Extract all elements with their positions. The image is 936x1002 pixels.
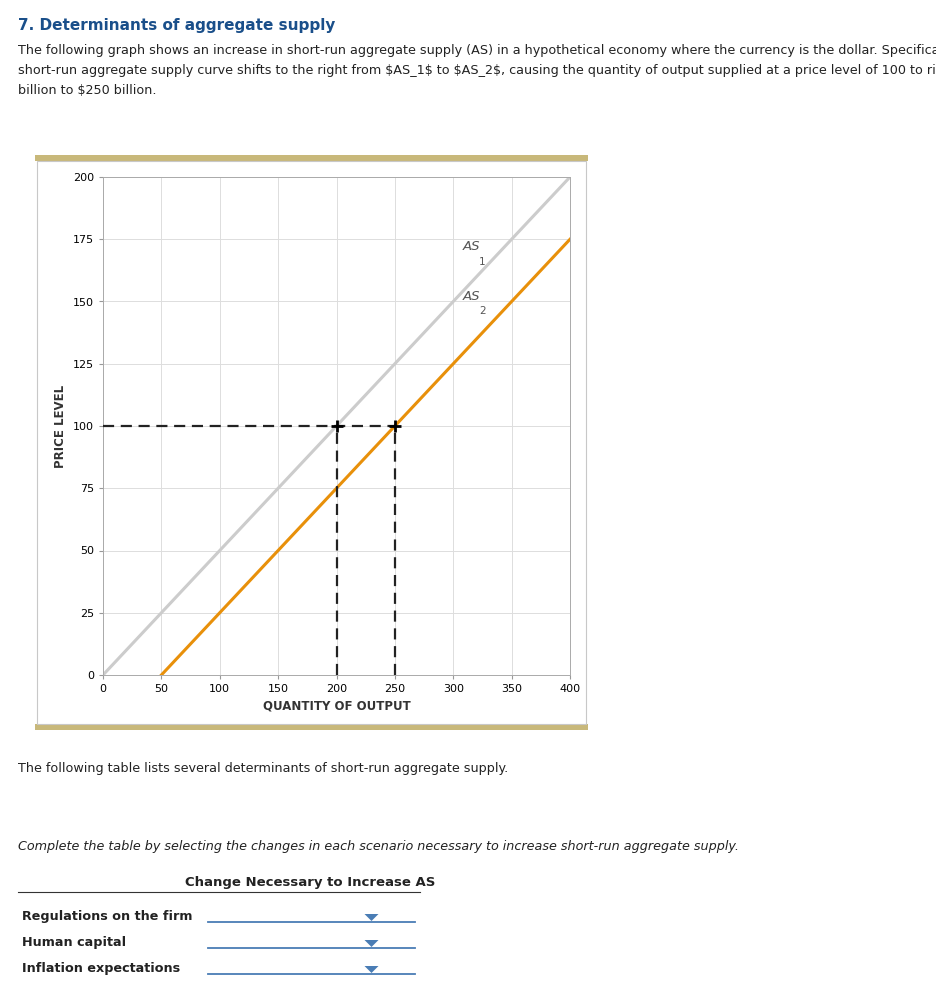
Polygon shape xyxy=(364,940,378,947)
Ellipse shape xyxy=(524,181,556,213)
Text: Inflation expectations: Inflation expectations xyxy=(22,962,180,975)
Polygon shape xyxy=(364,966,378,973)
Text: ?: ? xyxy=(535,189,545,204)
Text: Regulations on the firm: Regulations on the firm xyxy=(22,910,193,923)
X-axis label: QUANTITY OF OUTPUT: QUANTITY OF OUTPUT xyxy=(263,699,410,712)
Text: 2: 2 xyxy=(479,307,486,317)
Text: Change Necessary to Increase AS: Change Necessary to Increase AS xyxy=(184,876,435,889)
Text: The following graph shows an increase in short-run aggregate supply (AS) in a hy: The following graph shows an increase in… xyxy=(18,44,936,57)
Text: Human capital: Human capital xyxy=(22,936,126,949)
Text: 1: 1 xyxy=(479,257,486,267)
Bar xyxy=(37,161,586,724)
Polygon shape xyxy=(364,914,378,921)
Text: billion to $250 billion.: billion to $250 billion. xyxy=(18,84,156,97)
Text: AS: AS xyxy=(462,240,480,254)
Text: 7. Determinants of aggregate supply: 7. Determinants of aggregate supply xyxy=(18,18,335,33)
Text: The following table lists several determinants of short-run aggregate supply.: The following table lists several determ… xyxy=(18,762,508,775)
Text: short-run aggregate supply curve shifts to the right from $AS_1$ to $AS_2$, caus: short-run aggregate supply curve shifts … xyxy=(18,64,936,77)
Bar xyxy=(35,724,588,730)
Text: Complete the table by selecting the changes in each scenario necessary to increa: Complete the table by selecting the chan… xyxy=(18,840,739,853)
Bar xyxy=(35,155,588,161)
Text: AS: AS xyxy=(462,290,480,303)
Y-axis label: PRICE LEVEL: PRICE LEVEL xyxy=(54,385,67,468)
